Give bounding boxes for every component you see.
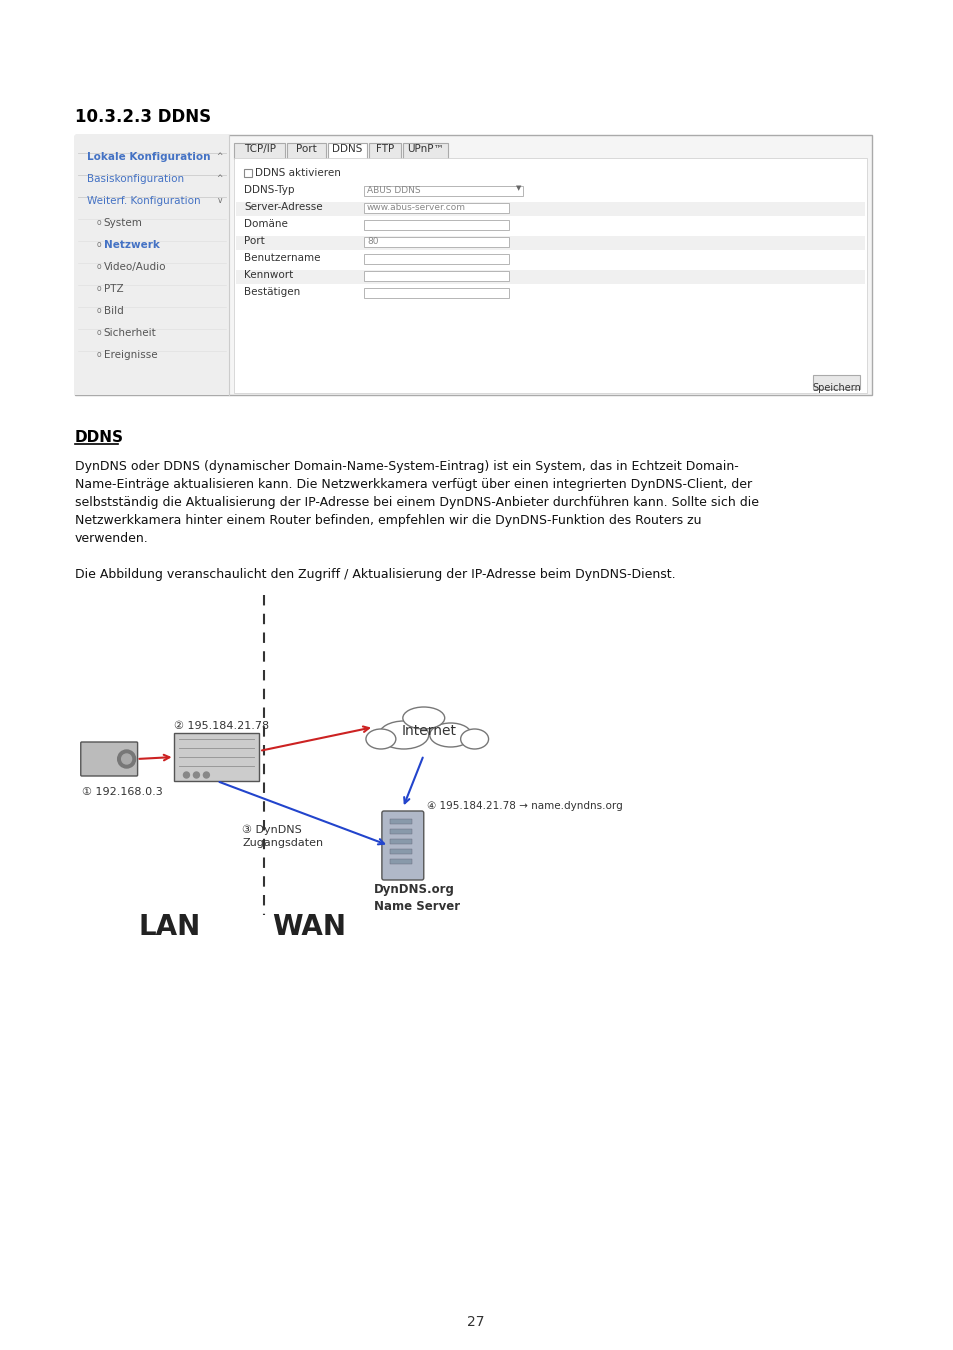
FancyBboxPatch shape (363, 271, 508, 281)
FancyBboxPatch shape (363, 288, 508, 298)
Text: ABUS DDNS: ABUS DDNS (367, 186, 420, 194)
Text: LAN: LAN (138, 913, 200, 941)
Text: Port: Port (244, 236, 265, 246)
Text: Domäne: Domäne (244, 219, 288, 230)
Text: ④ 195.184.21.78 → name.dyndns.org: ④ 195.184.21.78 → name.dyndns.org (426, 801, 622, 811)
Text: PTZ: PTZ (104, 284, 123, 294)
Circle shape (193, 772, 199, 778)
Text: o: o (96, 240, 101, 248)
Text: ▼: ▼ (515, 185, 520, 190)
FancyBboxPatch shape (812, 375, 860, 389)
Circle shape (122, 755, 132, 764)
FancyBboxPatch shape (369, 143, 401, 159)
FancyBboxPatch shape (390, 849, 412, 855)
Text: DynDNS.org
Name Server: DynDNS.org Name Server (374, 883, 459, 913)
Circle shape (183, 772, 190, 778)
Text: Bestätigen: Bestätigen (244, 288, 300, 297)
FancyBboxPatch shape (381, 811, 423, 880)
Text: o: o (96, 328, 101, 338)
FancyBboxPatch shape (236, 288, 864, 301)
FancyBboxPatch shape (236, 270, 864, 284)
Text: DDNS-Typ: DDNS-Typ (244, 185, 294, 194)
Text: Lokale Konfiguration: Lokale Konfiguration (87, 153, 210, 162)
Text: o: o (96, 262, 101, 271)
FancyBboxPatch shape (236, 202, 864, 216)
Circle shape (117, 751, 135, 768)
FancyBboxPatch shape (363, 238, 508, 247)
Text: ② 195.184.21.78: ② 195.184.21.78 (174, 721, 270, 730)
Text: ① 192.168.0.3: ① 192.168.0.3 (82, 787, 162, 796)
FancyBboxPatch shape (174, 733, 259, 782)
Text: Speichern: Speichern (811, 383, 861, 393)
Text: Weiterf. Konfiguration: Weiterf. Konfiguration (87, 196, 200, 207)
Ellipse shape (366, 729, 395, 749)
Text: o: o (96, 306, 101, 315)
Text: Port: Port (296, 144, 316, 154)
Text: 80: 80 (367, 238, 378, 246)
Ellipse shape (460, 729, 488, 749)
Text: UPnP™: UPnP™ (407, 144, 444, 154)
FancyBboxPatch shape (236, 236, 864, 250)
FancyBboxPatch shape (328, 143, 366, 159)
FancyBboxPatch shape (236, 219, 864, 234)
Text: www.abus-server.com: www.abus-server.com (367, 202, 465, 212)
FancyBboxPatch shape (363, 254, 508, 265)
FancyBboxPatch shape (236, 252, 864, 267)
Text: DDNS aktivieren: DDNS aktivieren (255, 167, 341, 178)
Circle shape (203, 772, 209, 778)
FancyBboxPatch shape (234, 158, 866, 393)
FancyBboxPatch shape (390, 859, 412, 864)
Text: ③ DynDNS
Zugangsdaten: ③ DynDNS Zugangsdaten (242, 825, 323, 848)
FancyBboxPatch shape (363, 220, 508, 230)
Ellipse shape (429, 724, 471, 747)
FancyBboxPatch shape (74, 135, 229, 396)
FancyBboxPatch shape (244, 169, 252, 177)
Text: Kennwort: Kennwort (244, 270, 294, 279)
Text: ^: ^ (215, 153, 222, 161)
FancyBboxPatch shape (234, 143, 285, 159)
FancyBboxPatch shape (81, 743, 137, 776)
Text: o: o (96, 350, 101, 359)
Text: Sicherheit: Sicherheit (104, 328, 156, 338)
Text: o: o (96, 284, 101, 293)
Text: Netzwerk: Netzwerk (104, 240, 159, 250)
Text: Server-Adresse: Server-Adresse (244, 202, 322, 212)
Text: DDNS: DDNS (332, 144, 362, 154)
Text: o: o (96, 217, 101, 227)
Text: Bild: Bild (104, 306, 123, 316)
Text: DynDNS oder DDNS (dynamischer Domain-Name-System-Eintrag) ist ein System, das in: DynDNS oder DDNS (dynamischer Domain-Nam… (74, 460, 758, 545)
Text: Internet: Internet (401, 724, 456, 738)
FancyBboxPatch shape (403, 143, 448, 159)
Text: Die Abbildung veranschaulicht den Zugriff / Aktualisierung der IP-Adresse beim D: Die Abbildung veranschaulicht den Zugrif… (74, 568, 675, 580)
FancyBboxPatch shape (363, 186, 523, 196)
Text: FTP: FTP (375, 144, 394, 154)
Text: 10.3.2.3 DDNS: 10.3.2.3 DDNS (74, 108, 211, 126)
Text: 27: 27 (466, 1315, 484, 1328)
FancyBboxPatch shape (74, 135, 872, 396)
FancyBboxPatch shape (390, 829, 412, 834)
FancyBboxPatch shape (390, 819, 412, 823)
Text: Video/Audio: Video/Audio (104, 262, 166, 271)
FancyBboxPatch shape (287, 143, 326, 159)
Text: Ereignisse: Ereignisse (104, 350, 157, 360)
Text: DDNS: DDNS (74, 431, 124, 446)
Text: WAN: WAN (272, 913, 346, 941)
Text: Basiskonfiguration: Basiskonfiguration (87, 174, 184, 184)
Ellipse shape (378, 721, 428, 749)
Text: v: v (217, 196, 222, 205)
Text: System: System (104, 217, 142, 228)
Text: TCP/IP: TCP/IP (244, 144, 275, 154)
FancyBboxPatch shape (236, 185, 864, 198)
Ellipse shape (402, 707, 444, 729)
Text: Benutzername: Benutzername (244, 252, 320, 263)
FancyBboxPatch shape (390, 838, 412, 844)
FancyBboxPatch shape (363, 202, 508, 213)
Text: ^: ^ (215, 174, 222, 184)
